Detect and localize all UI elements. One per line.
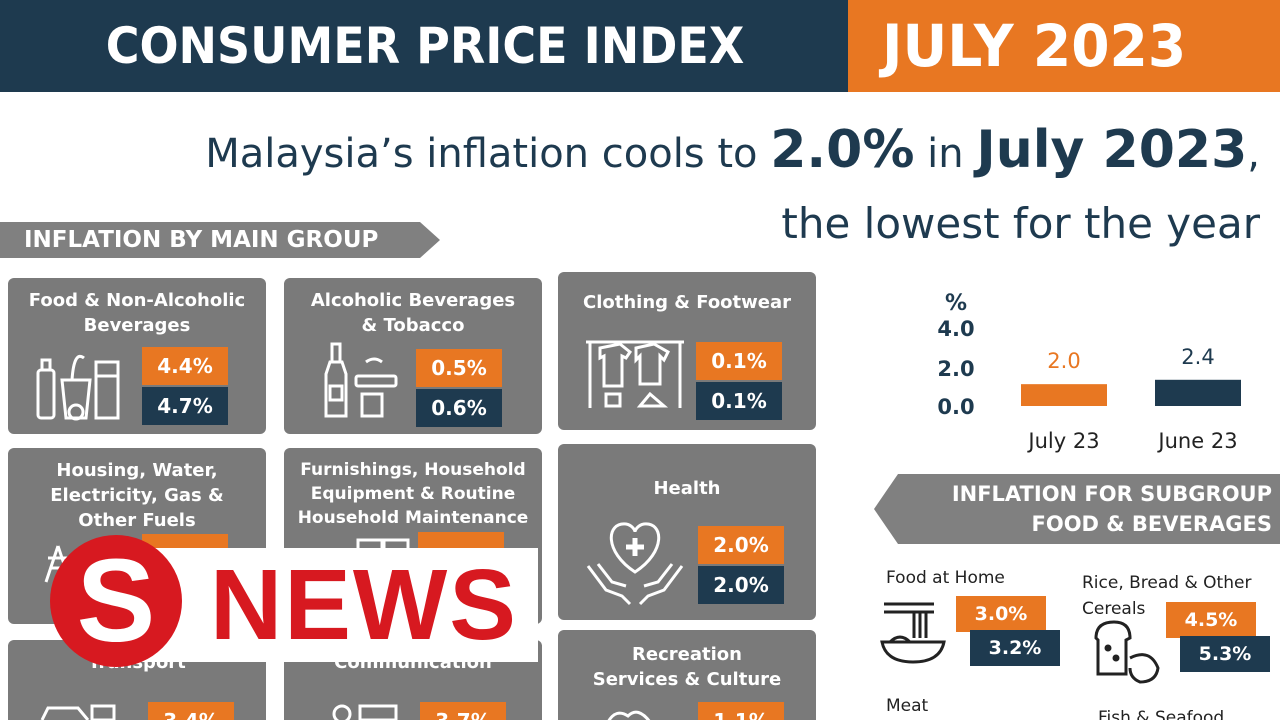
headline-line1: Malaysia’s inflation cools to 2.0% in Ju…	[205, 115, 1260, 189]
headline-line2: the lowest for the year	[781, 199, 1260, 248]
subgroup-rice-june: 5.3%	[1180, 636, 1270, 672]
news-logo-backdrop	[140, 548, 538, 662]
card-health: Health 2.0% 2.0%	[558, 444, 816, 620]
report-date-text: JULY 2023	[881, 12, 1187, 80]
chart-value-label: 2.0	[1047, 349, 1080, 373]
card-food-title-line1: Food & Non-Alcoholic	[28, 290, 246, 311]
card-alcohol-title-line2: & Tobacco	[361, 315, 465, 336]
news-logo-wordmark: NEWS	[210, 549, 518, 661]
subgroup-fish-label: Fish & Seafood	[1098, 708, 1225, 720]
card-food-title: Food & Non-Alcoholic Beverages	[18, 288, 256, 338]
card-furnishings-title-line2: Equipment & Routine	[310, 484, 516, 504]
card-housing-title-line3: Other Fuels	[78, 510, 196, 531]
subgroup-title-line1: INFLATION FOR SUBGROUP	[951, 482, 1272, 506]
report-date: JULY 2023	[848, 0, 1280, 92]
card-alcohol-title: Alcoholic Beverages & Tobacco	[294, 288, 532, 338]
clothes-rack-icon	[580, 334, 690, 414]
subgroup-rice-label: Rice, Bread & Other Cereals	[1082, 570, 1251, 622]
subgroup-title-line2: FOOD & BEVERAGES	[1031, 512, 1273, 536]
section-banner-main-group: INFLATION BY MAIN GROUP	[0, 222, 440, 258]
heart-hands-icon	[584, 516, 686, 608]
card-housing-title-line1: Housing, Water,	[56, 460, 218, 481]
headline-prefix: Malaysia’s inflation cools to	[205, 131, 758, 177]
chart-bar	[1021, 384, 1107, 406]
subgroup-food-at-home-july: 3.0%	[956, 596, 1046, 632]
headline-value: 2.0%	[770, 120, 915, 180]
chart-ylabel: %	[945, 291, 967, 316]
page-title: CONSUMER PRICE INDEX	[105, 17, 745, 75]
chart-ytick: 2.0	[937, 357, 974, 381]
subgroup-meat-label: Meat	[886, 696, 929, 716]
section-title: INFLATION BY MAIN GROUP	[24, 227, 379, 253]
section-banner-subgroup: INFLATION FOR SUBGROUP FOOD & BEVERAGES	[874, 474, 1280, 544]
headline-comma: ,	[1247, 131, 1260, 177]
communication-july-value: 3.7%	[420, 702, 506, 720]
card-recreation-title: Recreation Services & Culture	[568, 642, 806, 692]
clothing-june-value: 0.1%	[696, 382, 782, 420]
card-clothing: Clothing & Footwear 0.1% 0.1%	[558, 272, 816, 430]
headline-period: July 2023	[976, 120, 1248, 180]
noodle-bowl-icon	[878, 598, 948, 666]
health-july-value: 2.0%	[698, 526, 784, 564]
chart-category-label: July 23	[1026, 429, 1099, 453]
card-alcohol-title-line1: Alcoholic Beverages	[310, 290, 516, 311]
chart-ytick: 0.0	[937, 395, 974, 419]
news-logo-circle-icon	[50, 535, 182, 667]
card-furnishings-title-line3: Household Maintenance	[297, 508, 529, 528]
subgroup-food-at-home-label: Food at Home	[886, 568, 1005, 588]
card-health-title-line1: Health	[653, 478, 721, 499]
chart-ytick: 4.0	[937, 317, 974, 341]
news-logo-letter: S	[76, 535, 156, 667]
card-alcohol: Alcoholic Beverages & Tobacco 0.5% 0.6%	[284, 278, 542, 434]
clothing-july-value: 0.1%	[696, 342, 782, 380]
card-housing-title-line2: Electricity, Gas &	[50, 485, 224, 506]
card-housing-title: Housing, Water, Electricity, Gas & Other…	[18, 458, 256, 533]
subgroup-food-at-home-june: 3.2%	[970, 630, 1060, 666]
card-recreation-title-line1: Recreation	[632, 644, 742, 665]
food-june-value: 4.7%	[142, 387, 228, 425]
recreation-icon	[604, 706, 654, 720]
chart-bar	[1155, 379, 1241, 406]
groceries-icon	[32, 340, 126, 422]
card-furnishings-title: Furnishings, Household Equipment & Routi…	[294, 458, 532, 530]
card-food: Food & Non-Alcoholic Beverages 4.4% 4.7%	[8, 278, 266, 434]
headline: Malaysia’s inflation cools to 2.0% in Ju…	[205, 115, 1260, 259]
card-recreation-title-line2: Services & Culture	[592, 669, 782, 690]
card-recreation: Recreation Services & Culture 1.1%	[558, 630, 816, 720]
headline-inflation-chart: % 4.0 2.0 0.0 2.0 July 23 2.4 June 23	[937, 291, 1241, 453]
alcohol-june-value: 0.6%	[416, 389, 502, 427]
card-food-title-line2: Beverages	[83, 315, 191, 336]
communication-icon	[330, 702, 400, 720]
alcohol-july-value: 0.5%	[416, 349, 502, 387]
food-july-value: 4.4%	[142, 347, 228, 385]
subgroup-rice-label-line2: Cereals	[1082, 599, 1146, 619]
recreation-july-value: 1.1%	[698, 702, 784, 720]
header-bar: CONSUMER PRICE INDEX JULY 2023	[0, 0, 1280, 92]
headline-mid: in	[927, 131, 964, 177]
health-june-value: 2.0%	[698, 566, 784, 604]
car-icon	[38, 704, 118, 720]
subgroup-rice-july: 4.5%	[1166, 602, 1256, 638]
chart-value-label: 2.4	[1181, 345, 1214, 369]
subgroup-rice-label-line1: Rice, Bread & Other	[1082, 573, 1252, 593]
bread-icon	[1090, 618, 1162, 686]
transport-july-value: 3.4%	[148, 702, 234, 720]
card-clothing-title-line1: Clothing & Footwear	[582, 292, 792, 313]
card-furnishings-title-line1: Furnishings, Household	[300, 460, 526, 480]
bottle-cigarette-icon	[318, 340, 402, 420]
card-clothing-title: Clothing & Footwear	[568, 290, 806, 315]
chart-category-label: June 23	[1156, 429, 1237, 453]
card-health-title: Health	[568, 476, 806, 501]
